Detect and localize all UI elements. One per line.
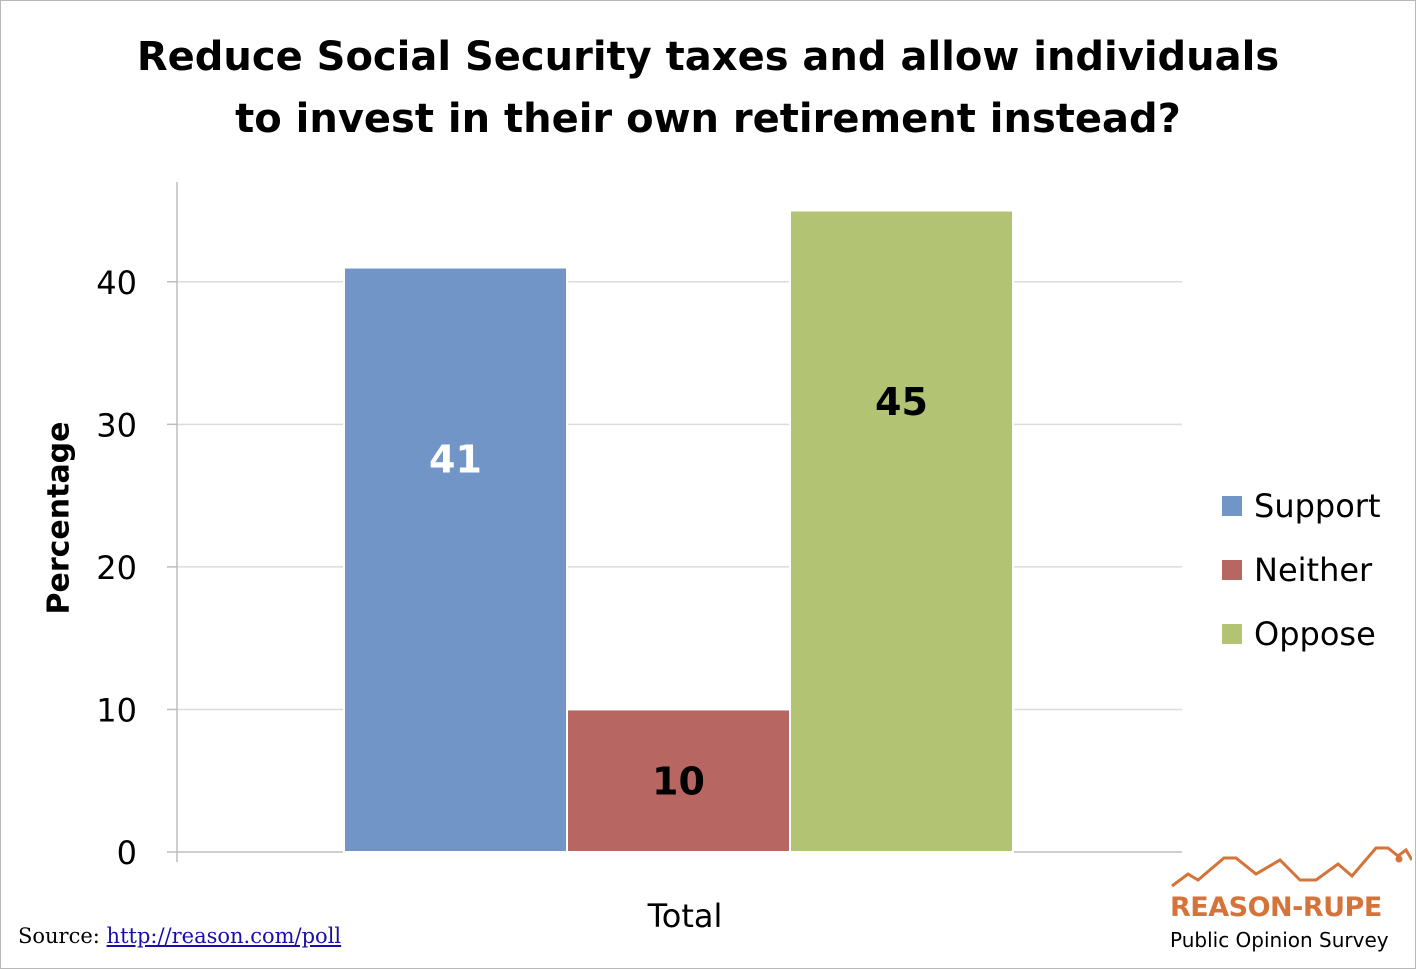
data-label-neither: 10	[652, 760, 705, 804]
source-note: Source: http://reason.com/poll	[18, 924, 341, 948]
x-axis-label: Total	[647, 897, 723, 935]
bar-support	[343, 266, 568, 853]
legend-label: Support	[1254, 487, 1381, 525]
logo-subtitle: Public Opinion Survey	[1170, 928, 1389, 952]
legend-item-support: Support	[1222, 474, 1381, 538]
data-label-oppose: 45	[875, 380, 928, 424]
bar-oppose	[789, 209, 1014, 854]
y-axis-label: Percentage	[41, 421, 77, 615]
chart-title: Reduce Social Security taxes and allow i…	[60, 26, 1356, 150]
y-tick-label: 10	[96, 691, 137, 729]
legend-swatch	[1222, 560, 1242, 580]
reason-rupe-logo: REASON-RUPE Public Opinion Survey	[1166, 842, 1414, 952]
y-tick-label: 20	[96, 549, 137, 587]
zigzag-line-icon	[1171, 846, 1414, 888]
chart-title-line-1: Reduce Social Security taxes and allow i…	[136, 34, 1280, 80]
source-link[interactable]: http://reason.com/poll	[106, 924, 342, 948]
y-tick-label: 40	[96, 264, 137, 302]
y-tick-label: 30	[96, 406, 137, 444]
legend: Support Neither Oppose	[1222, 474, 1381, 666]
legend-item-neither: Neither	[1222, 538, 1381, 602]
chart-title-line-2: to invest in their own retirement instea…	[235, 96, 1181, 142]
data-label-support: 41	[429, 437, 482, 481]
y-tick-label: 0	[117, 834, 137, 872]
logo-name: REASON-RUPE	[1170, 892, 1382, 923]
legend-label: Neither	[1254, 551, 1373, 589]
legend-item-oppose: Oppose	[1222, 602, 1381, 666]
legend-label: Oppose	[1254, 615, 1376, 653]
source-prefix: Source:	[18, 924, 107, 948]
legend-swatch	[1222, 624, 1242, 644]
legend-swatch	[1222, 496, 1242, 516]
